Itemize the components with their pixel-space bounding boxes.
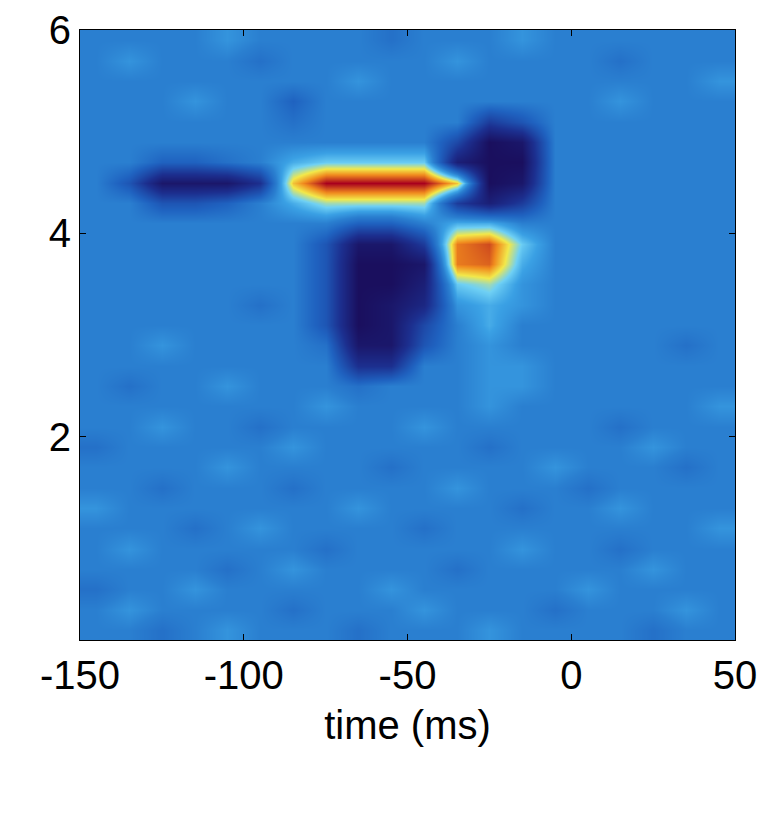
svg-text:-100: -100: [204, 653, 284, 697]
svg-text:-150: -150: [40, 653, 120, 697]
svg-text:4: 4: [49, 211, 71, 255]
svg-text:0: 0: [560, 653, 582, 697]
svg-text:6: 6: [49, 8, 71, 52]
svg-text:time (ms): time (ms): [324, 703, 491, 747]
svg-text:-50: -50: [379, 653, 437, 697]
svg-text:50: 50: [713, 653, 758, 697]
svg-text:2: 2: [49, 415, 71, 459]
